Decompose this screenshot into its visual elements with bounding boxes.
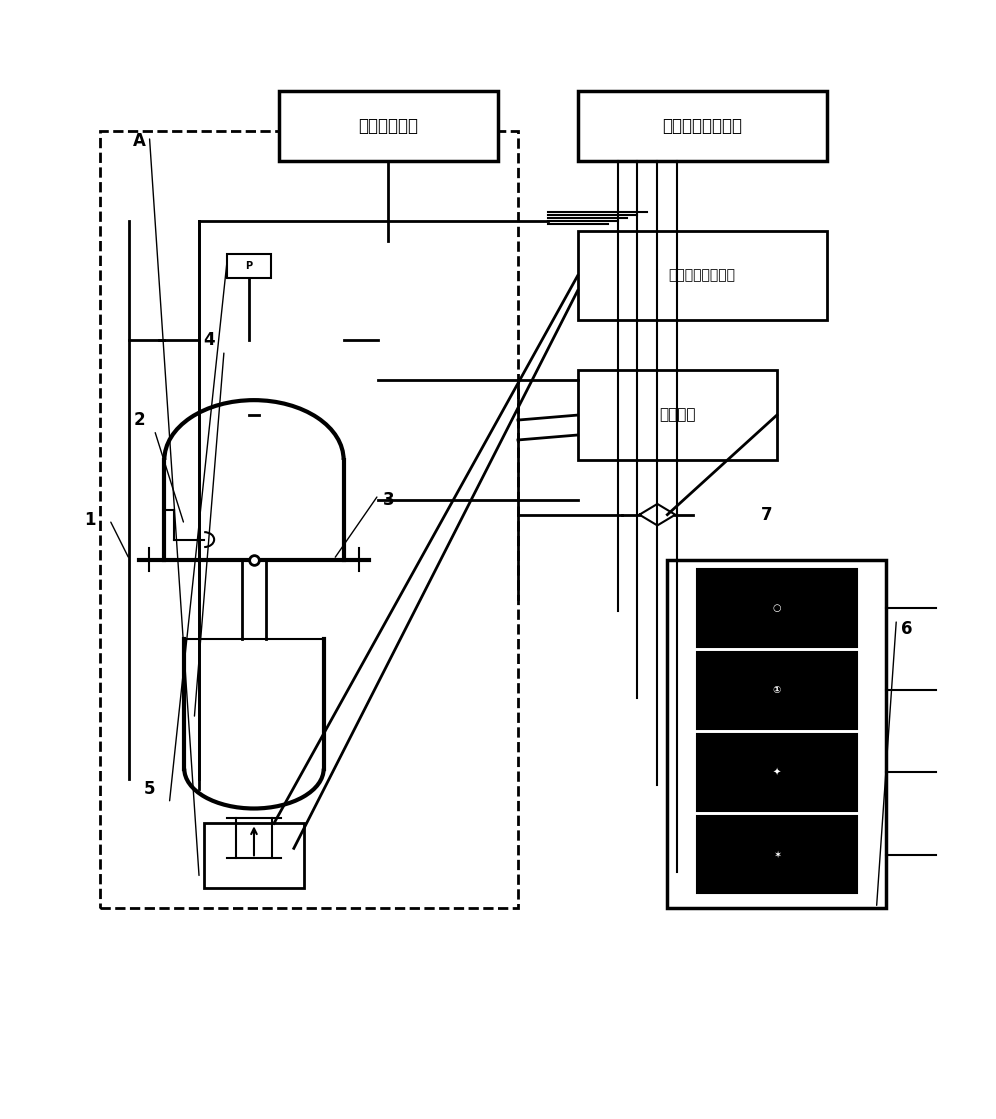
Bar	[578, 370, 777, 460]
Bar	[697, 734, 857, 811]
Text: ①: ①	[773, 685, 781, 695]
Text: 6: 6	[900, 620, 912, 638]
Bar	[227, 254, 271, 278]
Bar	[697, 570, 857, 647]
Bar	[697, 816, 857, 893]
Text: P: P	[245, 261, 253, 271]
Text: 3: 3	[382, 491, 394, 509]
Bar	[578, 92, 827, 161]
Bar	[204, 824, 304, 888]
Bar	[279, 92, 498, 161]
Text: 1: 1	[84, 510, 96, 528]
Text: 高压电源单元: 高压电源单元	[359, 117, 418, 135]
Text: 搞拌电机: 搞拌电机	[659, 407, 695, 423]
Text: 5: 5	[143, 780, 155, 798]
Text: 数据监控处理单元: 数据监控处理单元	[662, 117, 742, 135]
Text: A: A	[133, 132, 145, 150]
Bar	[697, 651, 857, 728]
Text: ✶: ✶	[773, 849, 781, 859]
Text: ○: ○	[773, 603, 781, 613]
Bar	[578, 231, 827, 320]
Text: 7: 7	[761, 506, 773, 524]
Text: ✦: ✦	[773, 768, 781, 778]
Bar	[100, 131, 518, 909]
Text: 2: 2	[133, 411, 145, 429]
Text: 光纤图像处理单元: 光纤图像处理单元	[668, 269, 736, 283]
Bar	[667, 560, 886, 909]
Text: 4: 4	[203, 331, 215, 349]
